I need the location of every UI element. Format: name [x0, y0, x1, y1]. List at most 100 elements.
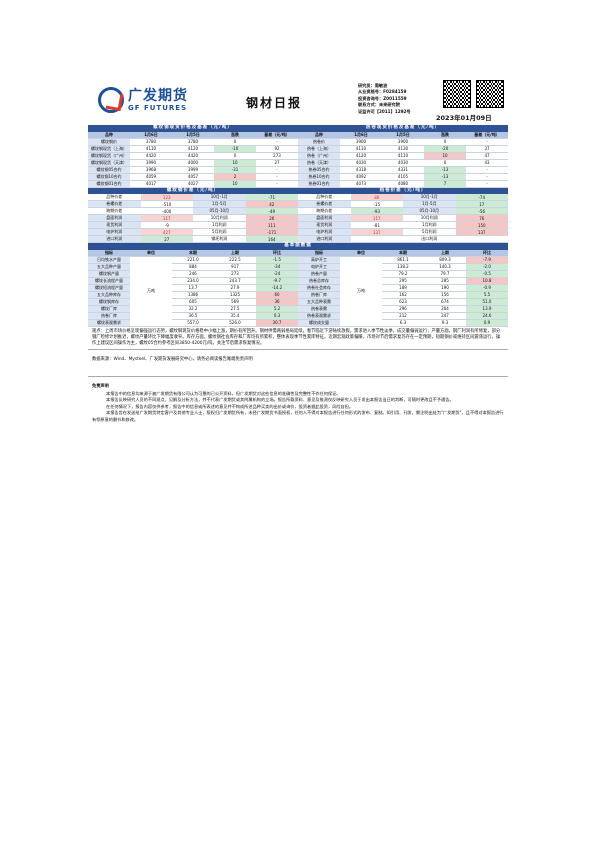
table-row: 五大品种库存 1386 1325 60 热卷厂库 162 156 5.5	[88, 291, 508, 299]
table-cell: 螺纹表观需求	[88, 319, 130, 327]
table-cell: 4027	[172, 180, 214, 188]
table-cell: 304	[424, 305, 466, 313]
table-cell: 品种价差	[88, 194, 141, 201]
table-cell: -10	[214, 145, 256, 153]
section-bar: 基本面数据	[88, 243, 508, 250]
table-cell: 24.6	[466, 312, 508, 320]
table-cell: 热卷产量	[298, 270, 340, 278]
table-cell: 247	[424, 312, 466, 320]
table-cell: 4120	[172, 145, 214, 153]
table-cell: 5.2	[256, 305, 298, 313]
table-cell: -7.9	[466, 256, 508, 264]
table-cell: 3900	[340, 138, 382, 146]
table-cell: 30.7	[256, 319, 298, 327]
hot-coil-spot-table: 热卷现货价格及基差（元/吨） 品种 1月6日 1月5日 涨跌 基差（元/吨） 热卷价 390…	[298, 125, 508, 188]
table-cell: 钢坯利润	[193, 235, 246, 243]
table-cell: -	[466, 166, 508, 174]
table-cell: 电炉开工	[298, 263, 340, 271]
table-cell: 1月利润	[193, 221, 246, 229]
table-cell: 单位	[130, 249, 172, 257]
table-cell: 6.3	[382, 319, 424, 327]
table-row: 螺纹表观需求 557.0 526.0 30.7 螺纹成交量 6.3 9.3 0.9	[88, 319, 508, 327]
table-cell: 盘面利润	[298, 214, 351, 222]
table-cell: 60	[256, 291, 298, 299]
table-cell: -	[466, 173, 508, 181]
table-cell: 万吨	[130, 256, 172, 327]
table-cell: 跨期价差	[88, 207, 141, 215]
table-cell: 1月利润	[403, 221, 456, 229]
spot-section: 螺纹钢现货价格及基差（元/吨） 品种 1月6日 1月5日 涨跌 基差（元/吨） 螺纹钢价 3…	[88, 125, 508, 188]
table-cell: 4073	[340, 180, 382, 188]
table-cell: -24	[256, 270, 298, 278]
table-cell: 117	[140, 214, 193, 222]
table-cell: 36.5	[172, 312, 214, 320]
table-cell: 上期	[214, 249, 256, 257]
table-cell: 43	[466, 159, 508, 167]
rebar-spread-table: 螺纹钢价差（元/吨） 品种价差 123 10月-1月 -71 卷螺价差 -510 1月-5月…	[88, 187, 298, 243]
table-cell: 0.3	[256, 312, 298, 320]
table-cell: 623	[382, 298, 424, 306]
table-cell: -400	[140, 207, 193, 215]
table-row: 螺纹钢产量 246 273 -24 热卷产量 79.2 79.7 -0.5	[88, 270, 508, 278]
table-cell: 92	[256, 145, 298, 153]
table-cell: 五大品种表需	[298, 298, 340, 306]
table-row: 螺纹钢01合约 4017 4027 10-	[88, 180, 298, 188]
table-cell: 电炉利润	[298, 228, 351, 236]
table-cell: 117	[350, 214, 403, 222]
table-cell: 150	[455, 221, 508, 229]
table-cell: 1月-5月	[193, 200, 246, 208]
table-cell: 螺纹钢库存	[88, 298, 130, 306]
table-cell	[455, 235, 508, 243]
disclaimer-para: 本报告反映研究人员的不同观点、见解及分析方法，并不代表广发期货或其附属机构的立场…	[106, 397, 454, 403]
table-cell: 螺纹短流程产量	[88, 284, 130, 292]
table-cell: 热卷（天津）	[298, 159, 340, 167]
table-cell: 本期	[172, 249, 214, 257]
table-cell: 螺纹钢产量	[88, 270, 130, 278]
table-cell: 47	[466, 152, 508, 160]
table-cell: 111	[245, 221, 298, 229]
table-cell: 273	[214, 270, 256, 278]
logo-cn: 广发期货	[128, 88, 188, 104]
table-cell: -	[466, 180, 508, 188]
table-cell: 557.0	[172, 319, 214, 327]
table-row: 五大品种产量 884 917 -34 电炉开工 138.2 140.3 -2.0	[88, 263, 508, 271]
table-cell: 0	[424, 159, 466, 167]
table-cell: 80	[350, 194, 403, 201]
table-cell: 热卷（广州）	[298, 152, 340, 160]
table-cell: 3999	[172, 166, 214, 174]
table-cell: 螺纹成交量	[298, 319, 340, 327]
table-row: 螺纹钢价 3780 3780 0-	[88, 138, 298, 146]
table-row: 热卷01合约 4073 4080 7-	[298, 180, 508, 188]
table-cell: 1月6日	[340, 131, 382, 139]
spread-section: 螺纹钢价差（元/吨） 品种价差 123 10月-1月 -71 卷螺价差 -510 1月-5月…	[88, 187, 508, 243]
table-cell: 32.2	[172, 305, 214, 313]
qr-code-icon	[443, 80, 471, 108]
table-row: 热卷（广州） 4120 4110 10 47	[298, 152, 508, 160]
table-cell: 0	[214, 138, 256, 146]
table-cell: 42	[245, 200, 298, 208]
table-cell: -0.5	[466, 270, 508, 278]
table-cell: 27.5	[214, 305, 256, 313]
table-cell: -	[256, 166, 298, 174]
table-row: 螺纹钢库存 605 569 36 五大品种表需 623 674 51.0	[88, 298, 508, 306]
disclaimer: 免责声明 本报告中的信息均来源于被广发期货有限公司认为可靠的已公开资料，但广发期…	[88, 377, 508, 425]
table-cell: 295	[382, 277, 424, 285]
table-cell: 1月-5月	[403, 200, 456, 208]
table-cell: 热卷05合约	[298, 166, 340, 174]
table-cell: 上期	[424, 249, 466, 257]
table-cell: 674	[424, 298, 466, 306]
table-cell: -56	[455, 207, 508, 215]
table-cell: 指标	[298, 249, 340, 257]
table-cell: 高炉开工	[298, 256, 340, 264]
table-cell: 品种	[298, 131, 340, 139]
table-cell: 917	[214, 263, 256, 271]
table-cell: -31	[214, 166, 256, 174]
table-header-row: 品种 1月6日 1月5日 涨跌 基差（元/吨）	[88, 131, 298, 139]
table-cell: 单位	[340, 249, 382, 257]
table-cell: 螺纹钢01合约	[88, 180, 130, 188]
table-cell: 37	[466, 145, 508, 153]
table-cell: 基差（元/吨）	[466, 131, 508, 139]
table-cell: 140.3	[424, 263, 466, 271]
table-cell: 13.9	[466, 305, 508, 313]
table-cell: 4105	[382, 173, 424, 181]
